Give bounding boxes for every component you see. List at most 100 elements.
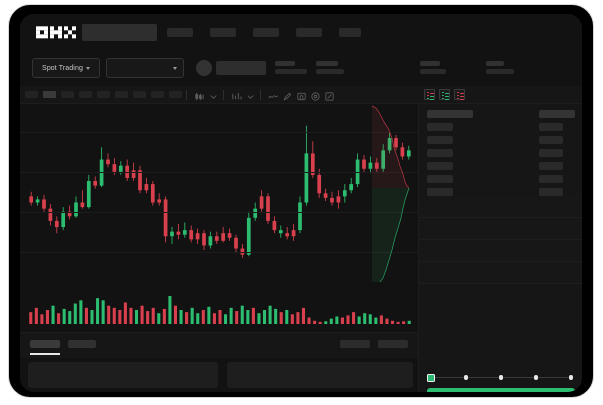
volume-histogram xyxy=(20,284,418,332)
chevron-down-icon[interactable] xyxy=(208,89,219,100)
nav-item-2[interactable] xyxy=(210,28,236,37)
slider-marker-50[interactable] xyxy=(498,375,504,380)
orderbook-ask-row-size[interactable] xyxy=(539,175,563,183)
bottom-card-right[interactable] xyxy=(227,362,413,388)
line-chart-icon[interactable] xyxy=(268,89,279,100)
orderbook-depth-chart xyxy=(370,104,418,284)
order-fee-field[interactable] xyxy=(419,262,582,284)
trading-mode-button[interactable]: Spot Trading xyxy=(32,58,100,78)
timeframe-button-6[interactable] xyxy=(115,91,128,98)
active-tab-underline xyxy=(30,353,60,355)
pencil-icon[interactable] xyxy=(282,89,293,101)
slider-marker-75[interactable] xyxy=(533,375,539,380)
slider-marker-100[interactable] xyxy=(568,375,574,380)
timeframe-button-9[interactable] xyxy=(169,91,182,98)
timeframe-button-3[interactable] xyxy=(61,91,74,98)
orderbook-mode-asks[interactable] xyxy=(454,89,465,101)
mode-bar xyxy=(444,96,449,98)
fullscreen-icon[interactable] xyxy=(324,89,335,101)
pair-select[interactable] xyxy=(106,58,184,78)
indicator-icon[interactable] xyxy=(231,89,242,100)
orderbook-ask-row-size[interactable] xyxy=(539,188,563,196)
magnet-icon[interactable] xyxy=(296,89,307,101)
candlestick-type-icon[interactable] xyxy=(194,89,205,101)
toolbar-divider xyxy=(223,89,224,100)
stat-24h-change-value xyxy=(316,69,344,74)
chart-toolbar xyxy=(20,86,418,104)
timeframe-group xyxy=(20,91,182,98)
trading-mode-label: Spot Trading xyxy=(42,64,83,72)
mode-bar xyxy=(429,93,434,95)
stat-24h-volume xyxy=(486,61,514,74)
mode-bar xyxy=(441,97,444,99)
slider-handle[interactable] xyxy=(427,373,435,382)
timeframe-button-7[interactable] xyxy=(133,91,146,98)
candlestick-series xyxy=(29,125,411,258)
bottom-card-left[interactable] xyxy=(28,362,218,388)
nav-item-3[interactable] xyxy=(253,28,279,37)
stat-24h-high xyxy=(420,61,446,74)
mode-bar xyxy=(456,94,459,96)
timeframe-button-4[interactable] xyxy=(79,91,92,98)
orderbook-ask-row-size[interactable] xyxy=(539,162,563,170)
order-amount-field[interactable] xyxy=(419,218,582,240)
orderbook-ask-row-price[interactable] xyxy=(427,188,453,196)
orderbook-mode-both[interactable] xyxy=(424,89,435,101)
price-chart[interactable] xyxy=(20,104,418,284)
place-buy-order-button[interactable] xyxy=(427,388,575,392)
orderbook-ask-row-size[interactable] xyxy=(539,110,575,118)
orderbook-ask-row-price[interactable] xyxy=(427,110,473,118)
nav-item-5[interactable] xyxy=(339,28,361,37)
mode-bar xyxy=(444,99,449,101)
timeframe-button-2[interactable] xyxy=(43,91,56,98)
coin-icon xyxy=(196,60,212,76)
orderbook-ask-row-size[interactable] xyxy=(539,149,563,157)
okx-logo[interactable] xyxy=(36,26,76,40)
orders-tab-bar xyxy=(20,332,418,358)
orderbook-ask-row-price[interactable] xyxy=(427,175,453,183)
timeframe-button-8[interactable] xyxy=(151,91,164,98)
orderbook-toolbar xyxy=(418,86,582,104)
order-price-field[interactable] xyxy=(419,196,582,218)
timeframe-button-5[interactable] xyxy=(97,91,110,98)
stat-24h-change-label xyxy=(316,61,338,66)
stat-24h-change xyxy=(316,61,344,74)
stat-24h-volume-label xyxy=(486,61,504,66)
orderbook-ask-row-price[interactable] xyxy=(427,162,453,170)
action-1[interactable] xyxy=(340,340,370,348)
search-input[interactable] xyxy=(82,24,157,41)
top-navigation-bar xyxy=(20,14,582,50)
mode-bar xyxy=(426,91,429,93)
orderbook-ask-row-price[interactable] xyxy=(427,123,453,131)
stat-last-price-value xyxy=(275,69,307,74)
mode-bar xyxy=(459,93,464,95)
slider-marker-25[interactable] xyxy=(463,375,469,380)
mode-bar xyxy=(429,99,434,101)
nav-item-4[interactable] xyxy=(296,28,322,37)
orderbook-ask-row-price[interactable] xyxy=(427,136,453,144)
order-total-field[interactable] xyxy=(419,240,582,262)
mode-bar xyxy=(456,97,459,99)
nav-item-list xyxy=(167,28,361,37)
orderbook-mode-bids[interactable] xyxy=(439,89,450,101)
settings-gear-icon[interactable] xyxy=(310,89,321,101)
mode-bar xyxy=(426,97,429,99)
timeframe-button-1[interactable] xyxy=(25,91,38,98)
pair-name-placeholder xyxy=(216,61,266,75)
mode-bar xyxy=(429,96,434,98)
stat-24h-volume-value xyxy=(486,69,514,74)
mode-bar xyxy=(459,99,464,101)
gridline-1 xyxy=(20,172,418,173)
orderbook-ask-row-size[interactable] xyxy=(539,123,563,131)
orderbook-ask-row-size[interactable] xyxy=(539,136,563,144)
orderbook-ask-row-price[interactable] xyxy=(427,149,453,157)
chevron-down-icon xyxy=(85,66,90,70)
nav-item-1[interactable] xyxy=(167,28,193,37)
chevron-down-icon[interactable] xyxy=(245,89,256,100)
tab-open-orders[interactable] xyxy=(30,340,60,348)
amount-percent-slider[interactable] xyxy=(427,372,575,382)
action-2[interactable] xyxy=(378,340,408,348)
tab-order-history[interactable] xyxy=(68,340,96,348)
mode-bar xyxy=(441,94,444,96)
